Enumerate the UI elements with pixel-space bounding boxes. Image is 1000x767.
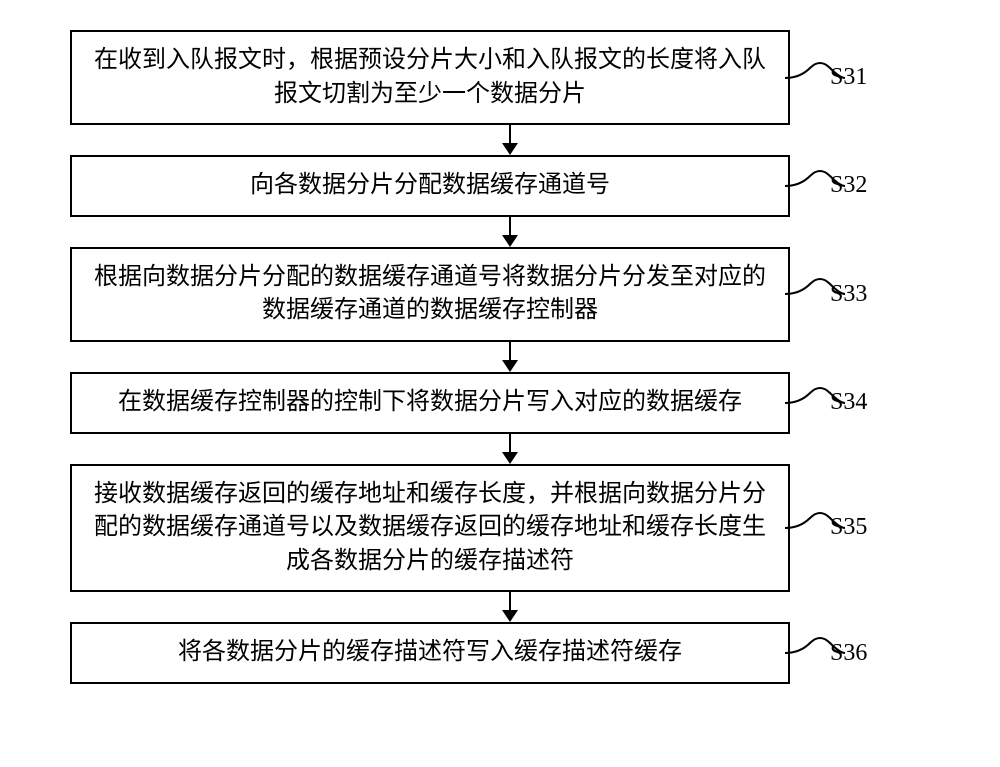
connector-arrow-5 [502,610,518,622]
connector-line-3 [509,342,511,360]
step-box-s33: 根据向数据分片分配的数据缓存通道号将数据分片分发至对应的数据缓存通道的数据缓存控… [70,247,790,342]
step-text-s34: 在数据缓存控制器的控制下将数据分片写入对应的数据缓存 [118,386,742,420]
connector-line-2 [509,217,511,235]
step-text-s32: 向各数据分片分配数据缓存通道号 [250,169,610,203]
step-row-2: 向各数据分片分配数据缓存通道号 S32 [50,155,950,217]
curve-connector-s35 [785,508,845,548]
step-box-s34: 在数据缓存控制器的控制下将数据分片写入对应的数据缓存 [70,372,790,434]
step-box-s32: 向各数据分片分配数据缓存通道号 [70,155,790,217]
step-row-6: 将各数据分片的缓存描述符写入缓存描述符缓存 S36 [50,622,950,684]
connector-line-1 [509,125,511,143]
connector-arrow-2 [502,235,518,247]
step-row-4: 在数据缓存控制器的控制下将数据分片写入对应的数据缓存 S34 [50,372,950,434]
curve-connector-s31 [785,58,845,98]
curve-connector-s34 [785,383,845,423]
step-text-s35: 接收数据缓存返回的缓存地址和缓存长度，并根据向数据分片分配的数据缓存通道号以及数… [92,478,768,579]
connector-4 [150,434,870,464]
step-text-s36: 将各数据分片的缓存描述符写入缓存描述符缓存 [178,636,682,670]
connector-arrow-1 [502,143,518,155]
connector-3 [150,342,870,372]
step-row-5: 接收数据缓存返回的缓存地址和缓存长度，并根据向数据分片分配的数据缓存通道号以及数… [50,464,950,593]
step-row-1: 在收到入队报文时，根据预设分片大小和入队报文的长度将入队报文切割为至少一个数据分… [50,30,950,125]
step-box-s31: 在收到入队报文时，根据预设分片大小和入队报文的长度将入队报文切割为至少一个数据分… [70,30,790,125]
connector-1 [150,125,870,155]
connector-line-5 [509,592,511,610]
connector-arrow-4 [502,452,518,464]
curve-connector-s32 [785,166,845,206]
step-box-s35: 接收数据缓存返回的缓存地址和缓存长度，并根据向数据分片分配的数据缓存通道号以及数… [70,464,790,593]
curve-connector-s33 [785,274,845,314]
flowchart-container: 在收到入队报文时，根据预设分片大小和入队报文的长度将入队报文切割为至少一个数据分… [50,30,950,684]
step-row-3: 根据向数据分片分配的数据缓存通道号将数据分片分发至对应的数据缓存通道的数据缓存控… [50,247,950,342]
connector-5 [150,592,870,622]
step-box-s36: 将各数据分片的缓存描述符写入缓存描述符缓存 [70,622,790,684]
connector-2 [150,217,870,247]
connector-line-4 [509,434,511,452]
step-text-s33: 根据向数据分片分配的数据缓存通道号将数据分片分发至对应的数据缓存通道的数据缓存控… [92,261,768,328]
connector-arrow-3 [502,360,518,372]
curve-connector-s36 [785,633,845,673]
step-text-s31: 在收到入队报文时，根据预设分片大小和入队报文的长度将入队报文切割为至少一个数据分… [92,44,768,111]
